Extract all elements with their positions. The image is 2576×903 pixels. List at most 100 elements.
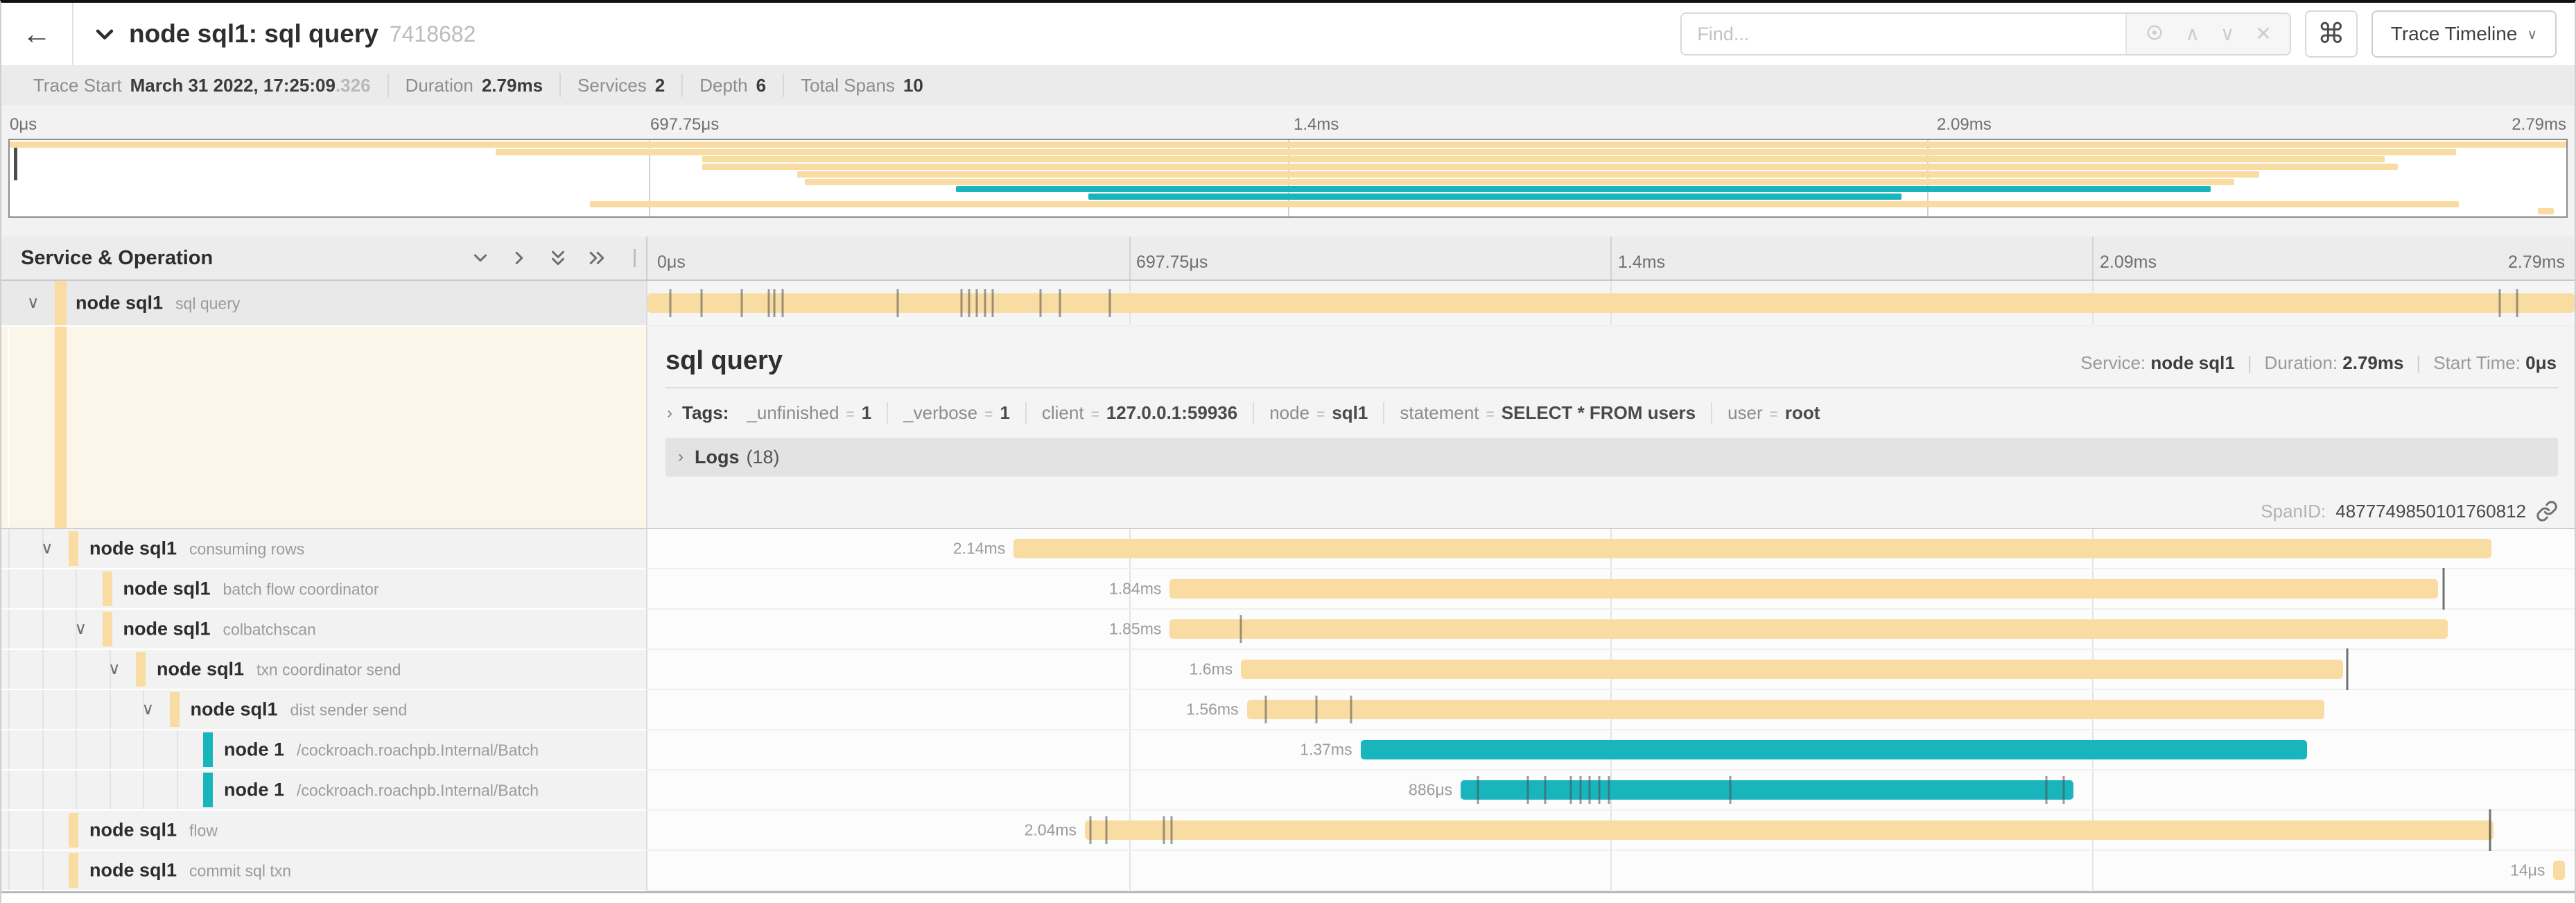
indent-guide bbox=[8, 650, 10, 689]
column-resize-handle[interactable] bbox=[634, 249, 639, 267]
span-bar[interactable] bbox=[1169, 619, 2448, 639]
log-marker bbox=[1477, 776, 1479, 804]
span-duration-label: 14μs bbox=[2510, 861, 2545, 879]
span-timeline-cell[interactable]: 1.85ms bbox=[646, 610, 2575, 650]
chevron-down-icon[interactable]: ∨ bbox=[27, 293, 40, 312]
span-bar[interactable] bbox=[1241, 660, 2344, 679]
operation-name: flow bbox=[189, 821, 218, 840]
span-tree-item[interactable]: ∨ node sql1 consuming rows bbox=[1, 529, 646, 569]
focus-match-icon[interactable] bbox=[2145, 23, 2164, 46]
span-tree-item[interactable]: ∨ node sql1 txn coordinator send bbox=[1, 650, 646, 690]
view-selector-button[interactable]: Trace Timeline ∨ bbox=[2371, 10, 2557, 58]
span-timeline-cell[interactable]: 1.84ms bbox=[646, 568, 2575, 610]
chevron-down-icon[interactable]: ∨ bbox=[74, 619, 87, 638]
page-title: node sql1: sql query bbox=[129, 19, 378, 48]
log-marker bbox=[781, 289, 784, 317]
log-marker bbox=[767, 289, 770, 317]
span-id-value: 4877749850101760812 bbox=[2335, 500, 2526, 522]
span-duration-label: 1.84ms bbox=[1108, 579, 1162, 598]
log-marker bbox=[1608, 776, 1610, 804]
collapse-one-icon[interactable] bbox=[470, 248, 491, 268]
span-id-row: SpanID: 4877749850101760812 bbox=[2261, 500, 2558, 522]
log-marker bbox=[2489, 809, 2491, 851]
span-bar[interactable] bbox=[1013, 539, 2492, 558]
minimap-drag-handle[interactable] bbox=[14, 141, 17, 180]
span-detail-left-gutter bbox=[1, 327, 646, 529]
logs-accordion[interactable]: › Logs (18) bbox=[665, 438, 2558, 476]
minimap-span-bar bbox=[495, 148, 2457, 155]
span-tree-item[interactable]: ∨ node sql1 dist sender send bbox=[1, 690, 646, 730]
clear-search-icon[interactable]: ✕ bbox=[2255, 23, 2272, 44]
view-bottom-edge bbox=[1, 891, 2575, 893]
back-button[interactable]: ← bbox=[1, 3, 73, 65]
chevron-right-icon: › bbox=[667, 403, 672, 422]
span-tree-item[interactable]: ∨ node sql1 colbatchscan bbox=[1, 610, 646, 650]
tag-value: sql1 bbox=[1332, 402, 1368, 423]
ruler-tick: 0μs bbox=[10, 115, 37, 134]
span-tree-item[interactable]: node 1/cockroach.roachpb.Internal/Batch bbox=[1, 771, 646, 811]
span-timeline-cell[interactable]: 1.6ms bbox=[646, 648, 2575, 690]
indent-guide bbox=[42, 650, 44, 689]
span-timeline-cell[interactable]: 14μs bbox=[646, 851, 2575, 891]
span-timeline-cell[interactable]: 886μs bbox=[646, 771, 2575, 811]
chevron-down-icon[interactable]: ∨ bbox=[108, 660, 121, 678]
span-timeline-cell[interactable] bbox=[646, 281, 2575, 327]
span-tree-item[interactable]: ∨ node sql1 sql query bbox=[1, 281, 646, 327]
span-timeline-cell[interactable]: 2.04ms bbox=[646, 809, 2575, 851]
indent-guide bbox=[42, 529, 44, 568]
span-tree-item[interactable]: node sql1 flow bbox=[1, 811, 646, 851]
span-timeline-cell[interactable]: 1.37ms bbox=[646, 730, 2575, 771]
tag-equals: = bbox=[1769, 406, 1778, 422]
span-tree-item[interactable]: node sql1 batch flow coordinator bbox=[1, 569, 646, 610]
span-row: node sql1 flow 2.04ms bbox=[1, 809, 2575, 851]
ruler-tick: 1.4ms bbox=[1294, 115, 1339, 134]
log-marker bbox=[1729, 776, 1732, 804]
tag-key: statement bbox=[1400, 402, 1479, 423]
span-bar[interactable] bbox=[1085, 820, 2494, 840]
span-bar[interactable] bbox=[1461, 780, 2074, 800]
log-marker bbox=[2498, 289, 2501, 317]
span-timeline-cell[interactable]: 2.14ms bbox=[646, 529, 2575, 569]
span-row: node 1/cockroach.roachpb.Internal/Batch 1… bbox=[1, 730, 2575, 771]
span-duration-label: 1.56ms bbox=[1186, 700, 1239, 719]
indent-guide bbox=[109, 650, 111, 689]
span-timeline-cell[interactable]: 1.56ms bbox=[646, 690, 2575, 730]
expand-all-icon[interactable] bbox=[586, 248, 607, 268]
span-tree-item[interactable]: node sql1 commit sql txn bbox=[1, 851, 646, 891]
collapse-all-icon[interactable] bbox=[548, 248, 568, 268]
span-bar[interactable] bbox=[2553, 861, 2566, 880]
chevron-down-icon[interactable]: ∨ bbox=[141, 700, 155, 719]
deep-link-icon[interactable] bbox=[2536, 500, 2558, 522]
chevron-down-icon[interactable]: ∨ bbox=[41, 539, 53, 558]
log-marker bbox=[1588, 776, 1591, 804]
tag-equals: = bbox=[1486, 406, 1495, 422]
tags-accordion[interactable]: › Tags: _unfinished = 1 _verbose = 1 client = 12… bbox=[665, 388, 2558, 435]
log-marker bbox=[984, 289, 986, 317]
keyboard-shortcuts-button[interactable]: ⌘ bbox=[2304, 10, 2358, 58]
trace-overview: 0μs 697.75μs 1.4ms 2.09ms 2.79ms bbox=[1, 105, 2575, 237]
collapse-trace-icon[interactable] bbox=[93, 22, 116, 46]
next-match-icon[interactable]: ∨ bbox=[2220, 23, 2235, 44]
tag-key: _verbose bbox=[903, 402, 978, 423]
prev-match-icon[interactable]: ∧ bbox=[2185, 23, 2200, 44]
service-name: node sql1 colbatchscan bbox=[123, 618, 316, 639]
operation-name: txn coordinator send bbox=[256, 660, 401, 679]
span-duration-label: 1.37ms bbox=[1300, 740, 1352, 759]
span-bar[interactable] bbox=[647, 293, 2575, 313]
log-marker bbox=[1569, 776, 1572, 804]
expand-one-icon[interactable] bbox=[509, 248, 530, 268]
search-input[interactable] bbox=[1682, 14, 2126, 54]
operation-name: dist sender send bbox=[290, 700, 408, 719]
trace-minimap[interactable] bbox=[8, 139, 2568, 218]
indent-guide bbox=[42, 610, 44, 648]
span-bar[interactable] bbox=[1360, 740, 2307, 759]
minimap-span-bar bbox=[702, 164, 2398, 171]
indent-guide bbox=[42, 851, 44, 890]
span-bar[interactable] bbox=[1246, 700, 2324, 719]
indent-guide bbox=[8, 529, 10, 568]
log-marker bbox=[896, 289, 899, 317]
span-color-bar bbox=[102, 612, 112, 646]
span-color-bar bbox=[136, 652, 146, 687]
span-tree-item[interactable]: node 1/cockroach.roachpb.Internal/Batch bbox=[1, 730, 646, 771]
span-bar[interactable] bbox=[1169, 579, 2438, 599]
